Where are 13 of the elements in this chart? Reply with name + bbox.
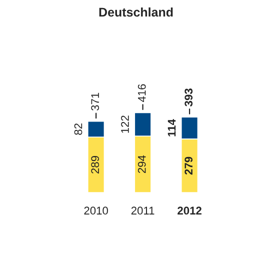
x-tick-label: 2011: [131, 206, 154, 215]
data-label: 82: [74, 124, 82, 135]
total-label: 393: [184, 88, 193, 106]
total-label: 371: [91, 92, 100, 110]
data-label: 114: [168, 119, 176, 136]
total-label: 416: [138, 84, 146, 102]
x-tick-label: 2010: [84, 206, 108, 215]
data-label: 294: [138, 155, 146, 173]
data-label: 289: [91, 156, 100, 174]
data-label: 279: [184, 156, 193, 175]
data-label: 122: [121, 116, 129, 133]
x-tick-label: 2012: [178, 206, 202, 215]
chart-title: Deutschland: [99, 7, 173, 17]
